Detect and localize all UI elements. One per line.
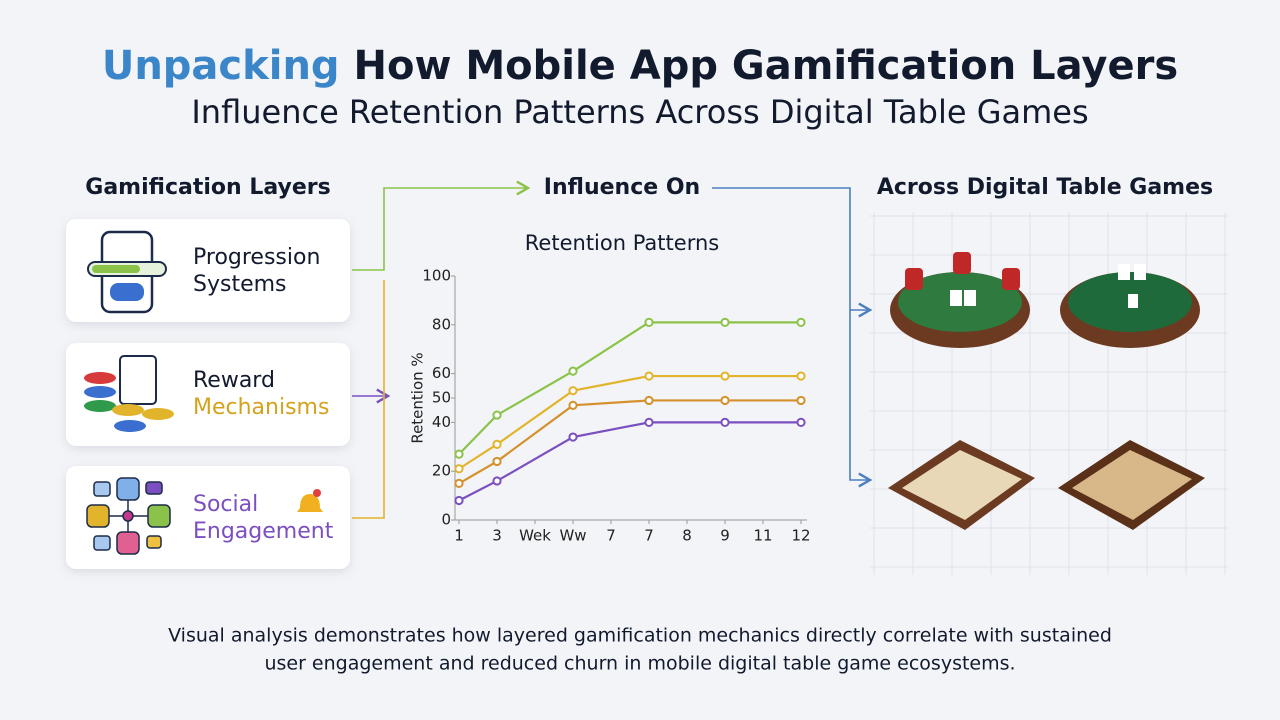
data-point (720, 371, 730, 381)
data-point (492, 439, 502, 449)
bell-badge (313, 489, 321, 497)
column-heading: Gamification Layers (85, 175, 330, 200)
x-tick-label: 12 (791, 527, 810, 545)
y-tick-label: 0 (441, 511, 451, 529)
data-point (568, 400, 578, 410)
layer-cards: Progression Systems Reward Mechanisms So… (66, 219, 350, 569)
connector (352, 180, 531, 271)
series-line (458, 321, 801, 455)
data-point (720, 317, 730, 327)
series-line (458, 399, 801, 485)
footer-text: Visual analysis demonstrates how layered… (168, 625, 1112, 647)
line-chart: Retention Patterns Retention % 0 20 40 50 60… (409, 231, 811, 545)
data-point (644, 317, 654, 327)
data-point (644, 371, 654, 381)
x-tick-label: 3 (492, 527, 502, 545)
data-point (454, 478, 464, 488)
data-point (796, 317, 806, 327)
bell-icon (297, 494, 323, 512)
x-tick-label: 7 (644, 527, 654, 545)
card-label: Progression (193, 245, 320, 270)
title: Unpacking How Mobile App Gamification La… (102, 43, 1178, 89)
x-tick-label: 9 (720, 527, 730, 545)
connector (712, 187, 873, 488)
data-point (454, 495, 464, 506)
data-point (568, 386, 578, 396)
social-icon (86, 477, 171, 555)
y-tick-label: 50 (432, 389, 451, 407)
y-tick-label: 80 (432, 315, 451, 333)
data-point (454, 449, 464, 459)
title-rest: How Mobile App Gamification Layers (354, 43, 1179, 89)
data-point (796, 417, 806, 427)
x-tick-label: 7 (606, 527, 616, 545)
progression-icon (87, 230, 167, 314)
y-tick-label: 40 (432, 413, 451, 431)
chart-title: Retention Patterns (525, 231, 719, 255)
subtitle: Influence Retention Patterns Across Digi… (191, 93, 1088, 131)
card-label: Systems (193, 272, 287, 297)
data-point (492, 476, 502, 486)
data-point (796, 371, 806, 381)
column-heading: Across Digital Table Games (877, 175, 1213, 200)
data-point (720, 395, 730, 406)
series-line (458, 421, 801, 502)
background-grid (870, 212, 1228, 575)
data-point (644, 417, 654, 427)
data-point (492, 410, 502, 420)
x-tick-label: Ww (559, 527, 586, 545)
connector (352, 280, 385, 519)
data-point (492, 456, 502, 467)
title-highlight: Unpacking (102, 43, 340, 89)
card-label: Reward (193, 368, 275, 393)
column-heading: Influence On (544, 175, 700, 200)
y-tick-label: 100 (422, 267, 451, 285)
x-tick-label: 8 (682, 527, 692, 545)
card-label: Engagement (193, 519, 334, 544)
data-point (568, 366, 578, 376)
card-label: Social (193, 492, 258, 517)
x-tick-label: Wek (519, 527, 551, 545)
x-tick-label: 11 (753, 527, 772, 545)
games-panel (870, 212, 1228, 575)
data-point (796, 395, 806, 406)
x-tick-label: 1 (454, 527, 464, 545)
data-point (644, 395, 654, 406)
data-point (454, 464, 464, 474)
footer-text: user engagement and reduced churn in mob… (264, 653, 1015, 675)
y-tick-label: 60 (432, 364, 451, 382)
y-tick-label: 20 (432, 462, 451, 480)
connectors (352, 180, 873, 519)
card-label: Mechanisms (193, 395, 329, 420)
series-line (458, 374, 801, 470)
reward-icon (84, 355, 174, 432)
data-point (568, 432, 578, 442)
data-point (720, 417, 730, 427)
y-axis-label: Retention % (409, 352, 427, 443)
